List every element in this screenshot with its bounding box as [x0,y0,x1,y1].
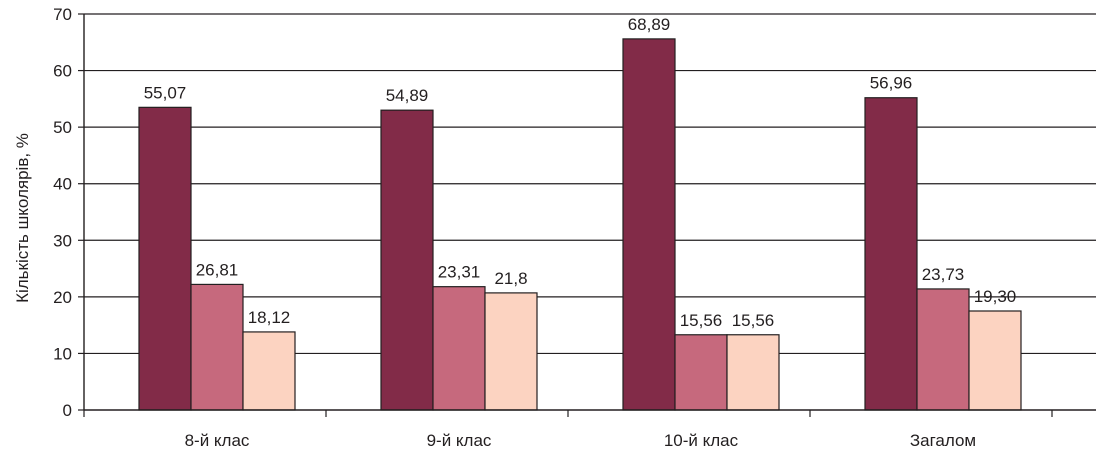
data-label: 15,56 [732,311,775,330]
bar [242,331,296,411]
bar [484,292,538,411]
bars [138,38,1022,411]
data-label: 23,73 [922,265,965,284]
data-label: 23,31 [438,263,481,282]
data-labels: 55,07 26,81 18,12 54,89 23,31 21,8 68,89 15,56 1… [144,15,1017,330]
bar [726,334,780,411]
bar [622,38,676,411]
bar [138,106,192,411]
y-tick-label: 50 [53,118,72,137]
data-label: 26,81 [196,260,239,279]
bar [674,334,728,411]
y-axis-title: Кількість школярів, % [13,133,32,303]
y-tick-label: 60 [53,62,72,81]
data-label: 54,89 [386,86,429,105]
data-label: 15,56 [680,311,723,330]
data-label: 68,89 [628,15,671,34]
data-label: 56,96 [870,74,913,93]
data-label: 18,12 [248,308,291,327]
data-label: 55,07 [144,83,187,102]
bar [864,97,918,411]
bar [968,310,1022,411]
x-category-label: 10-й клас [664,431,739,450]
y-tick-label: 20 [53,288,72,307]
data-label: 21,8 [494,269,527,288]
y-tick-label: 0 [63,401,72,420]
bar [432,286,486,411]
y-tick-label: 70 [53,5,72,24]
gridlines [84,13,1096,355]
axes: 0 10 20 30 40 50 60 70 8-й клас 9-й клас 10-й клас… [53,5,1096,450]
x-category-label: 8-й клас [185,431,250,450]
data-label: 19,30 [974,287,1017,306]
y-tick-label: 10 [53,344,72,363]
bar [916,288,970,411]
bar [380,109,434,411]
y-tick-label: 30 [53,231,72,250]
bar [190,283,244,411]
x-category-label: 9-й клас [427,431,492,450]
y-tick-label: 40 [53,175,72,194]
x-category-label: Загалом [910,431,976,450]
